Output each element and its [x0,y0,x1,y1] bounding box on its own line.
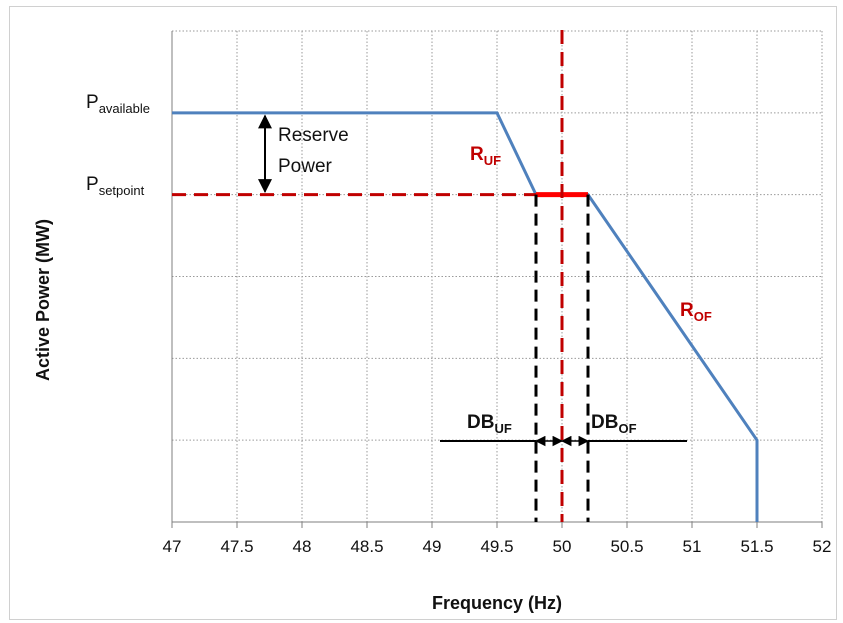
x-tick-label: 50 [553,537,572,556]
gridlines [171,30,823,522]
reserve-power-label-line2: Power [278,156,333,177]
x-tick-label: 49 [423,537,442,556]
p-available-label: Pavailable [86,92,150,116]
x-tick-label: 51.5 [740,537,773,556]
r-uf-label: RUF [470,144,501,168]
x-axis: 47 47.5 48 48.5 49 49.5 50 50.5 51 51.5 52 [163,31,832,556]
x-tick-label: 52 [813,537,832,556]
x-tick-label: 47.5 [220,537,253,556]
x-tick-label: 49.5 [480,537,513,556]
x-tick-label: 50.5 [610,537,643,556]
x-axis-title: Frequency (Hz) [432,593,562,613]
x-tick-label: 51 [683,537,702,556]
reserve-power-label-line1: Reserve [278,125,349,146]
x-tick-label: 48 [293,537,312,556]
series-line-1 [172,111,759,522]
p-setpoint-label: Psetpoint [86,174,145,198]
annotations [258,114,687,447]
series-layer [172,30,759,522]
chart-frame [9,6,837,620]
x-tick-label: 48.5 [350,537,383,556]
db-uf-label: DBUF [467,412,512,436]
db-of-label: DBOF [591,412,637,436]
r-of-label: ROF [680,300,712,324]
x-tick-label: 47 [163,537,182,556]
y-axis-title: Active Power (MW) [33,219,53,381]
